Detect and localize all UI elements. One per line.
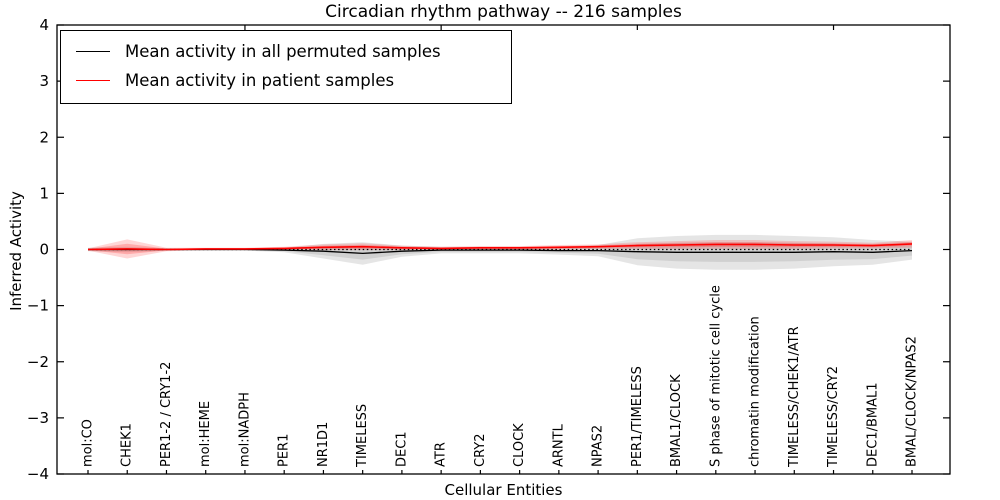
y-tick-label: 2 xyxy=(39,128,49,146)
legend-line-black xyxy=(76,51,110,52)
x-category-label: chromatin modification xyxy=(748,316,763,467)
x-category-label: PER1 xyxy=(277,434,292,467)
chart-title: Circadian rhythm pathway -- 216 samples xyxy=(325,2,682,22)
y-tick-label: 3 xyxy=(39,72,49,90)
x-category-label: mol:HEME xyxy=(198,401,213,467)
y-tick-label: −4 xyxy=(27,465,49,483)
patient-mean-line xyxy=(87,243,913,251)
x-category-label: TIMELESS xyxy=(355,404,370,468)
x-category-label: DEC1 xyxy=(394,431,409,467)
y-tick-label: 1 xyxy=(39,184,49,202)
x-category-label: mol:CO xyxy=(81,419,96,467)
x-category-label: NPAS2 xyxy=(591,425,606,467)
y-tick-label: −3 xyxy=(27,409,49,427)
x-category-label: BMAL1/CLOCK xyxy=(669,374,684,467)
x-category-label: CLOCK xyxy=(512,423,527,467)
legend-entry-permuted: Mean activity in all permuted samples xyxy=(61,37,511,66)
legend-label-patient: Mean activity in patient samples xyxy=(125,71,395,90)
x-category-label: ARNTL xyxy=(551,423,566,467)
y-tick-label: 0 xyxy=(39,241,49,259)
x-category-label: TIMELESS/CHEK1/ATR xyxy=(787,326,802,468)
x-category-label: BMAL/CLOCK/NPAS2 xyxy=(905,336,920,467)
x-category-label: CHEK1 xyxy=(120,423,135,467)
y-tick-label: −1 xyxy=(27,297,49,315)
legend-line-red xyxy=(76,80,110,81)
x-category-label: TIMELESS/CRY2 xyxy=(826,366,841,468)
x-category-label: NR1D1 xyxy=(316,422,331,467)
x-category-label: ATR xyxy=(434,442,449,467)
legend-label-permuted: Mean activity in all permuted samples xyxy=(125,42,441,61)
y-tick-label: −2 xyxy=(27,353,49,371)
x-axis-label: Cellular Entities xyxy=(444,481,563,499)
legend: Mean activity in all permuted samples Me… xyxy=(60,30,512,104)
legend-entry-patient: Mean activity in patient samples xyxy=(61,66,511,95)
permuted-band-inner xyxy=(88,242,912,262)
y-tick-label: 4 xyxy=(39,16,49,34)
x-category-label: S phase of mitotic cell cycle xyxy=(708,285,723,467)
x-category-label: PER1-2 / CRY1-2 xyxy=(159,362,174,467)
x-category-label: PER1/TIMELESS xyxy=(630,366,645,467)
permuted-band-outer xyxy=(88,234,912,270)
x-category-label: mol:NADPH xyxy=(238,392,253,467)
x-category-label: CRY2 xyxy=(473,434,488,468)
y-axis-label: Inferred Activity xyxy=(7,191,25,311)
x-category-label: DEC1/BMAL1 xyxy=(865,383,880,468)
